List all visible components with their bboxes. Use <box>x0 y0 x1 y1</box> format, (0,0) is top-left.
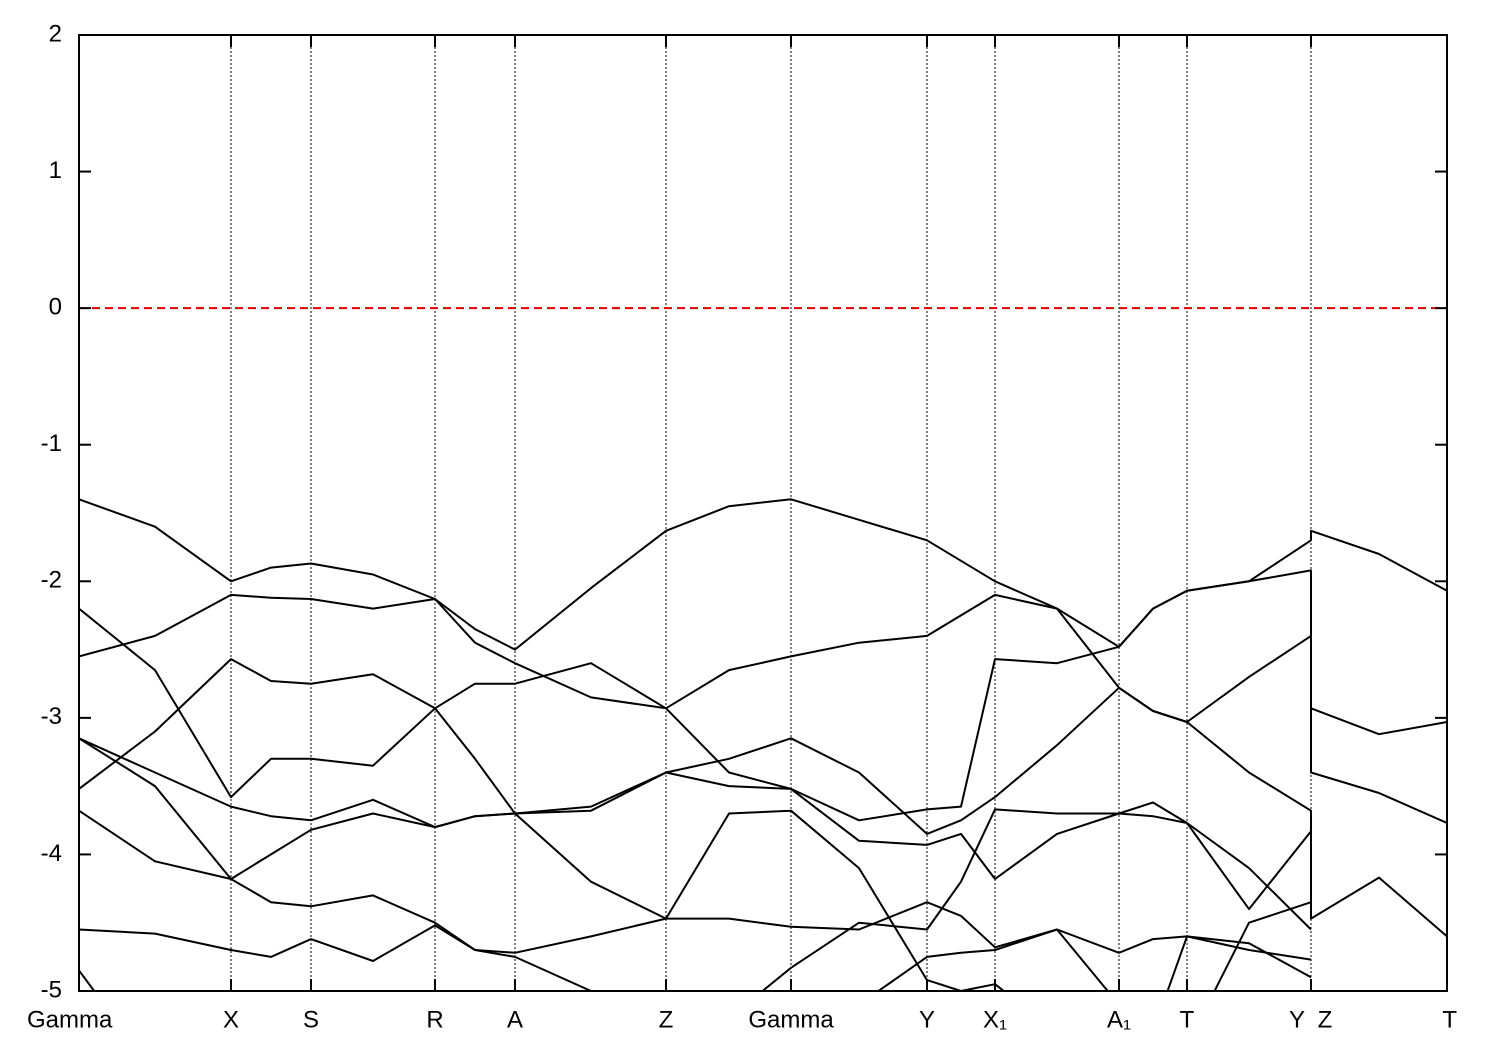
y-tick-label: -2 <box>41 567 62 594</box>
x-tick-label: X₁ <box>983 1006 1007 1033</box>
y-tick-label: -1 <box>41 430 62 457</box>
band-line <box>79 498 1447 651</box>
x-tick-label: Gamma <box>27 1006 113 1033</box>
x-tick-label: Z <box>1318 1006 1333 1033</box>
x-tick-label: T <box>1180 1006 1195 1033</box>
plot-frame <box>78 34 1448 992</box>
band-line <box>79 569 1447 824</box>
band-line <box>79 658 1447 938</box>
band-line <box>79 737 1312 931</box>
y-tick-label: 2 <box>49 20 62 47</box>
band-line <box>79 809 1312 991</box>
x-tick-label: A₁ <box>1107 1006 1131 1033</box>
x-tick-label: Y <box>919 1006 935 1033</box>
x-tick-label: Gamma <box>748 1006 834 1033</box>
x-tick-label: Y <box>1289 1006 1305 1033</box>
x-tick-label: X <box>223 1006 239 1033</box>
band-line <box>79 593 1447 736</box>
y-tick-label: 0 <box>49 293 62 320</box>
y-tick-label: -3 <box>41 703 62 730</box>
x-tick-label: R <box>426 1006 443 1033</box>
plot-area <box>79 35 1447 991</box>
y-tick-label: -5 <box>41 976 62 1003</box>
band-line <box>79 737 1312 961</box>
x-tick-label: T <box>1442 1006 1457 1033</box>
x-tick-label: Z <box>659 1006 674 1033</box>
y-tick-label: 1 <box>49 157 62 184</box>
x-tick-label: S <box>303 1006 319 1033</box>
x-tick-label: A <box>507 1006 523 1033</box>
band-line <box>79 801 1312 991</box>
y-tick-label: -4 <box>41 840 62 867</box>
